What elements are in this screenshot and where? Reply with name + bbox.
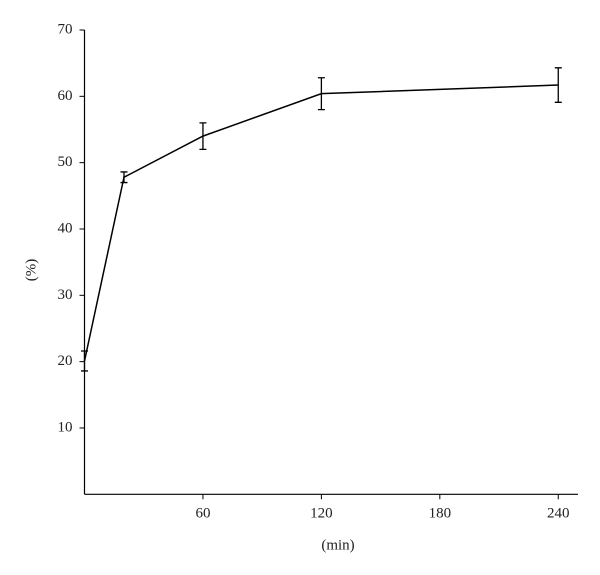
x-tick-label: 240	[547, 506, 570, 522]
error-bar	[554, 67, 562, 103]
y-tick-label: 50	[58, 154, 73, 170]
error-bar	[120, 171, 128, 184]
x-axis-label: (min)	[321, 537, 354, 553]
error-bar	[81, 350, 88, 372]
data-line	[83, 84, 559, 362]
error-bar	[199, 122, 207, 151]
y-tick-label: 60	[58, 88, 73, 104]
y-axis-label: (%)	[23, 259, 39, 282]
x-tick-label: 120	[310, 506, 333, 522]
error-bar	[317, 77, 325, 111]
y-tick-label: 30	[58, 287, 73, 303]
y-tick-label: 10	[58, 419, 73, 435]
y-tick-label: 70	[58, 21, 73, 37]
x-tick-label: 180	[429, 506, 452, 522]
y-tick-label: 40	[58, 220, 73, 236]
y-tick-label: 20	[58, 353, 73, 369]
x-tick-label: 60	[195, 506, 210, 522]
